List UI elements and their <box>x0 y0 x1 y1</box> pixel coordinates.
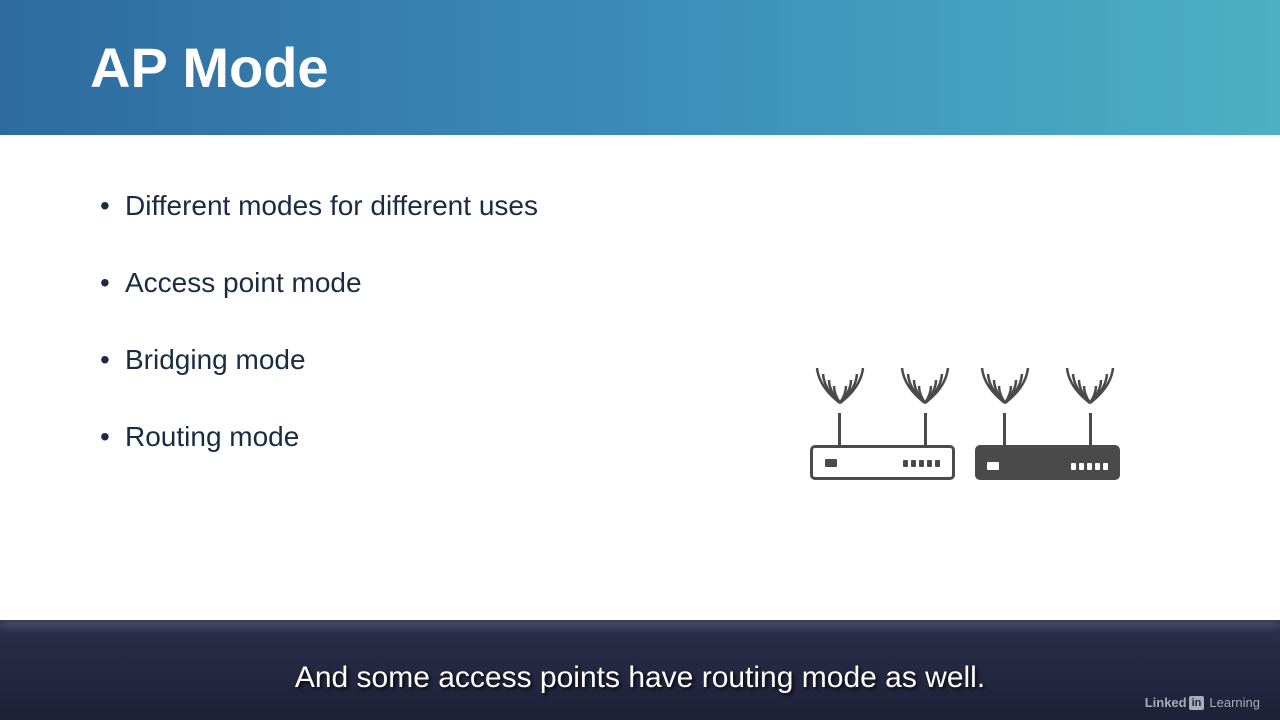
bullet-item: Access point mode <box>100 267 1280 299</box>
router-body-icon <box>810 445 955 480</box>
signal-icon <box>980 368 1030 413</box>
antenna-icon <box>1003 413 1006 445</box>
slide-header: AP Mode <box>0 0 1280 135</box>
router-indicators-icon <box>903 460 940 467</box>
router-solid-icon <box>975 370 1120 480</box>
router-port-icon <box>987 462 999 470</box>
signal-icon <box>900 368 950 413</box>
brand-learning-text: Learning <box>1209 695 1260 710</box>
slide-content: Different modes for different uses Acces… <box>0 135 1280 620</box>
signal-icon <box>815 368 865 413</box>
antenna-icon <box>838 413 841 445</box>
brand-in-badge: in <box>1189 696 1205 710</box>
caption-divider <box>0 620 1280 628</box>
router-indicators-icon <box>1071 463 1108 470</box>
caption-bar: And some access points have routing mode… <box>0 620 1280 720</box>
router-illustration <box>810 370 1120 480</box>
router-body-icon <box>975 445 1120 480</box>
brand-linked-text: Linked <box>1145 695 1187 710</box>
antenna-icon <box>924 413 927 445</box>
signal-icon <box>1065 368 1115 413</box>
caption-text: And some access points have routing mode… <box>295 661 985 695</box>
linkedin-learning-logo: Linked in Learning <box>1145 695 1260 710</box>
bullet-item: Different modes for different uses <box>100 190 1280 222</box>
antenna-icon <box>1089 413 1092 445</box>
router-port-icon <box>825 459 837 467</box>
page-title: AP Mode <box>90 35 329 100</box>
router-outline-icon <box>810 370 955 480</box>
